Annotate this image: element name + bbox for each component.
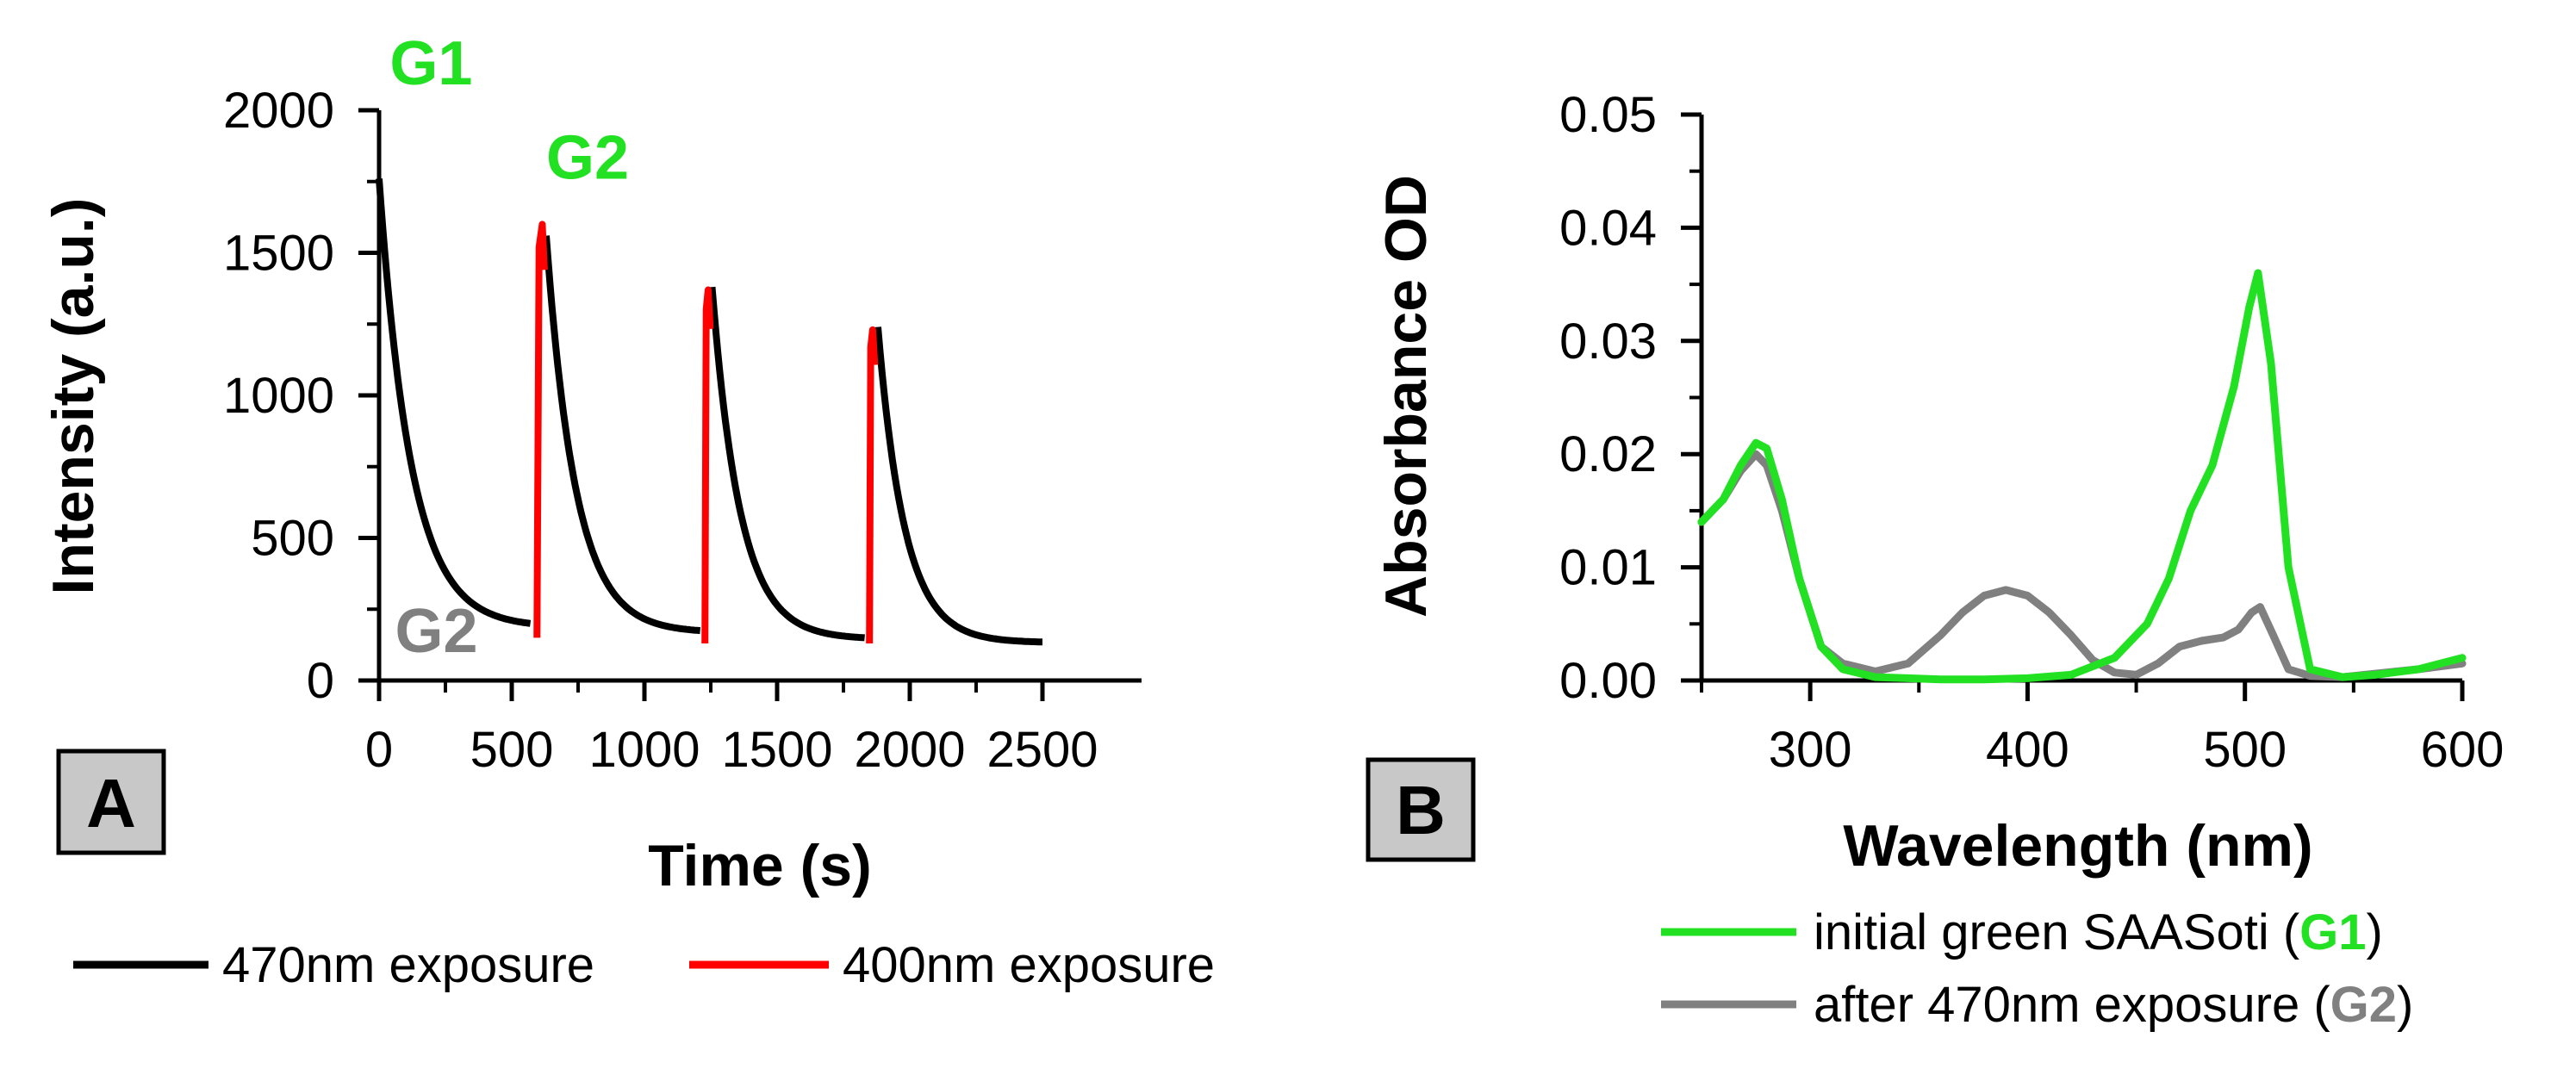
chart-a-series-400-segment — [866, 326, 879, 643]
chart-b-x-tick-labels: 300 400 500 600 — [1769, 722, 2504, 778]
chart-b-legend-g2-tag: G2 — [2330, 977, 2397, 1033]
chart-a-series-400-segment — [701, 286, 714, 643]
chart-a-series-470-segment — [543, 235, 702, 635]
chart-a-series-470-segment — [874, 326, 1044, 646]
chart-b-y-tick-label: 0.05 — [1559, 87, 1657, 143]
chart-a-x-axis-label: Time (s) — [648, 833, 871, 898]
chart-b-y-tick-label: 0.03 — [1559, 314, 1657, 370]
chart-a: 0 500 1000 1500 2000 2500 0 500 1000 1500 2000 Ti… — [40, 29, 1215, 993]
chart-b-series-g1-line — [1697, 269, 2467, 684]
chart-b-x-axis-label: Wavelength (nm) — [1843, 813, 2312, 879]
chart-a-x-tick-label: 1000 — [588, 722, 700, 778]
chart-b-ticks — [1681, 112, 2465, 701]
chart-b-x-tick-label: 500 — [2203, 722, 2287, 778]
chart-a-legend-label-400: 400nm exposure — [843, 937, 1215, 993]
chart-a-y-tick-label: 0 — [307, 653, 334, 709]
chart-a-annotation-g1-0: G1 — [389, 29, 472, 98]
chart-b-y-axis-label: Absorbance OD — [1373, 175, 1439, 618]
chart-b-series-g2-line — [1697, 450, 2467, 681]
chart-b: 300 400 500 600 0.00 0.01 0.02 0.03 0.04 0.05 Wa… — [1366, 87, 2504, 1033]
chart-a-y-tick-label: 1500 — [223, 226, 334, 282]
chart-a-series-400-segment — [533, 221, 548, 638]
chart-a-x-tick-label: 2000 — [854, 722, 965, 778]
chart-a-x-tick-label: 1500 — [721, 722, 832, 778]
chart-a-annotations: G1 G2 G2 — [389, 29, 629, 666]
chart-a-series — [376, 178, 1044, 646]
chart-b-y-tick-label: 0.04 — [1559, 200, 1657, 256]
panel-a-badge: A — [86, 765, 136, 842]
chart-b-series — [1697, 269, 2467, 684]
chart-a-annotation-g2-1: G2 — [546, 123, 629, 192]
chart-a-series-470-segment — [708, 286, 867, 642]
chart-b-legend-label-g1: initial green SAASoti (G1) — [1814, 904, 2383, 960]
chart-a-x-tick-labels: 0 500 1000 1500 2000 2500 — [365, 722, 1098, 778]
chart-a-x-tick-label: 0 — [365, 722, 393, 778]
chart-a-x-tick-label: 2500 — [986, 722, 1098, 778]
chart-b-legend-g1-suffix: ) — [2367, 904, 2383, 960]
chart-b-x-tick-label: 300 — [1769, 722, 1852, 778]
chart-b-x-tick-label: 600 — [2421, 722, 2504, 778]
chart-b-legend-label-g2: after 470nm exposure (G2) — [1814, 977, 2413, 1033]
chart-a-y-tick-label: 1000 — [223, 368, 334, 424]
panel-b-badge: B — [1396, 772, 1446, 848]
chart-b-y-tick-label: 0.01 — [1559, 540, 1657, 596]
chart-a-series-470-segment — [376, 178, 532, 627]
chart-b-y-tick-labels: 0.00 0.01 0.02 0.03 0.04 0.05 — [1559, 87, 1657, 709]
chart-a-y-tick-label: 500 — [251, 511, 334, 567]
chart-b-y-tick-label: 0.00 — [1559, 653, 1657, 709]
chart-a-x-tick-label: 500 — [470, 722, 554, 778]
panel-b-badge-box — [1366, 757, 1476, 862]
chart-a-legend: 470nm exposure 400nm exposure — [73, 937, 1215, 993]
chart-a-y-axis-label: Intensity (a.u.) — [40, 198, 106, 595]
chart-a-y-tick-label: 2000 — [223, 83, 334, 139]
panel-a-badge-box — [56, 749, 166, 855]
chart-b-legend: initial green SAASoti (G1) after 470nm e… — [1661, 904, 2413, 1033]
chart-b-legend-g1-tag: G1 — [2299, 904, 2366, 960]
chart-b-legend-g2-prefix: after 470nm exposure ( — [1814, 977, 2330, 1033]
chart-b-legend-g2-suffix: ) — [2397, 977, 2413, 1033]
chart-a-y-tick-labels: 0 500 1000 1500 2000 — [223, 83, 334, 709]
chart-a-annotation-g2-2: G2 — [395, 597, 477, 666]
chart-a-legend-label-470: 470nm exposure — [222, 937, 594, 993]
chart-b-y-tick-label: 0.02 — [1559, 426, 1657, 482]
chart-b-legend-g1-prefix: initial green SAASoti ( — [1814, 904, 2299, 960]
chart-b-x-tick-label: 400 — [1986, 722, 2069, 778]
